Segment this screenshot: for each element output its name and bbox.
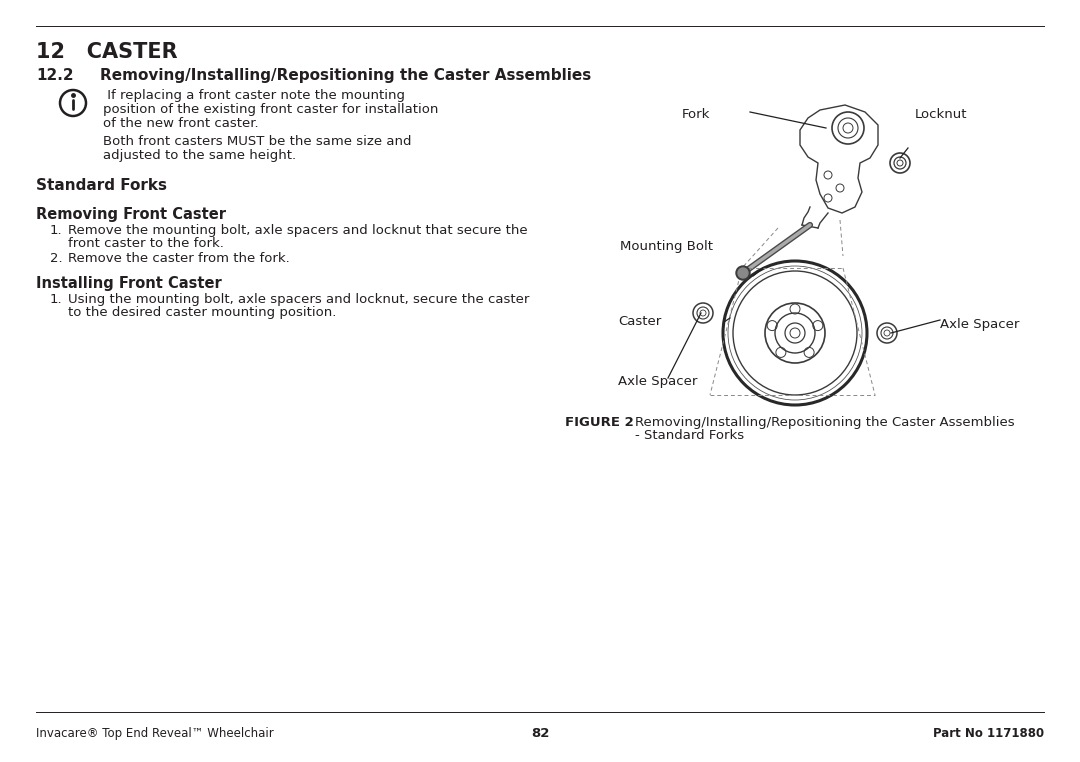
Text: Invacare® Top End Reveal™ Wheelchair: Invacare® Top End Reveal™ Wheelchair <box>36 727 273 740</box>
Text: Caster: Caster <box>618 315 661 328</box>
Circle shape <box>738 268 748 278</box>
Text: Removing/Installing/Repositioning the Caster Assemblies: Removing/Installing/Repositioning the Ca… <box>635 416 1014 429</box>
Text: 12   CASTER: 12 CASTER <box>36 42 177 62</box>
Text: Standard Forks: Standard Forks <box>36 178 167 193</box>
Text: 82: 82 <box>530 727 550 740</box>
Text: of the new front caster.: of the new front caster. <box>103 117 258 130</box>
Text: 2.: 2. <box>50 252 63 265</box>
Text: Locknut: Locknut <box>915 108 968 121</box>
Text: to the desired caster mounting position.: to the desired caster mounting position. <box>68 306 336 319</box>
Text: Removing Front Caster: Removing Front Caster <box>36 207 226 222</box>
Text: Part No 1171880: Part No 1171880 <box>933 727 1044 740</box>
Text: Using the mounting bolt, axle spacers and locknut, secure the caster: Using the mounting bolt, axle spacers an… <box>68 293 529 306</box>
Text: Mounting Bolt: Mounting Bolt <box>620 240 713 253</box>
Text: adjusted to the same height.: adjusted to the same height. <box>103 149 296 162</box>
Text: 1.: 1. <box>50 293 63 306</box>
Text: Both front casters MUST be the same size and: Both front casters MUST be the same size… <box>103 135 411 148</box>
Text: - Standard Forks: - Standard Forks <box>635 429 744 442</box>
Text: position of the existing front caster for installation: position of the existing front caster fo… <box>103 103 438 116</box>
Text: Fork: Fork <box>681 108 711 121</box>
Text: Removing/Installing/Repositioning the Caster Assemblies: Removing/Installing/Repositioning the Ca… <box>100 68 591 83</box>
Text: Axle Spacer: Axle Spacer <box>940 318 1020 331</box>
Text: Axle Spacer: Axle Spacer <box>618 375 698 388</box>
Text: Installing Front Caster: Installing Front Caster <box>36 276 221 291</box>
Text: If replacing a front caster note the mounting: If replacing a front caster note the mou… <box>103 89 405 102</box>
Text: 1.: 1. <box>50 224 63 237</box>
Text: Remove the mounting bolt, axle spacers and locknut that secure the: Remove the mounting bolt, axle spacers a… <box>68 224 528 237</box>
Text: Remove the caster from the fork.: Remove the caster from the fork. <box>68 252 289 265</box>
Text: FIGURE 2: FIGURE 2 <box>565 416 634 429</box>
Circle shape <box>735 266 750 280</box>
Text: 12.2: 12.2 <box>36 68 73 83</box>
Text: front caster to the fork.: front caster to the fork. <box>68 237 224 250</box>
